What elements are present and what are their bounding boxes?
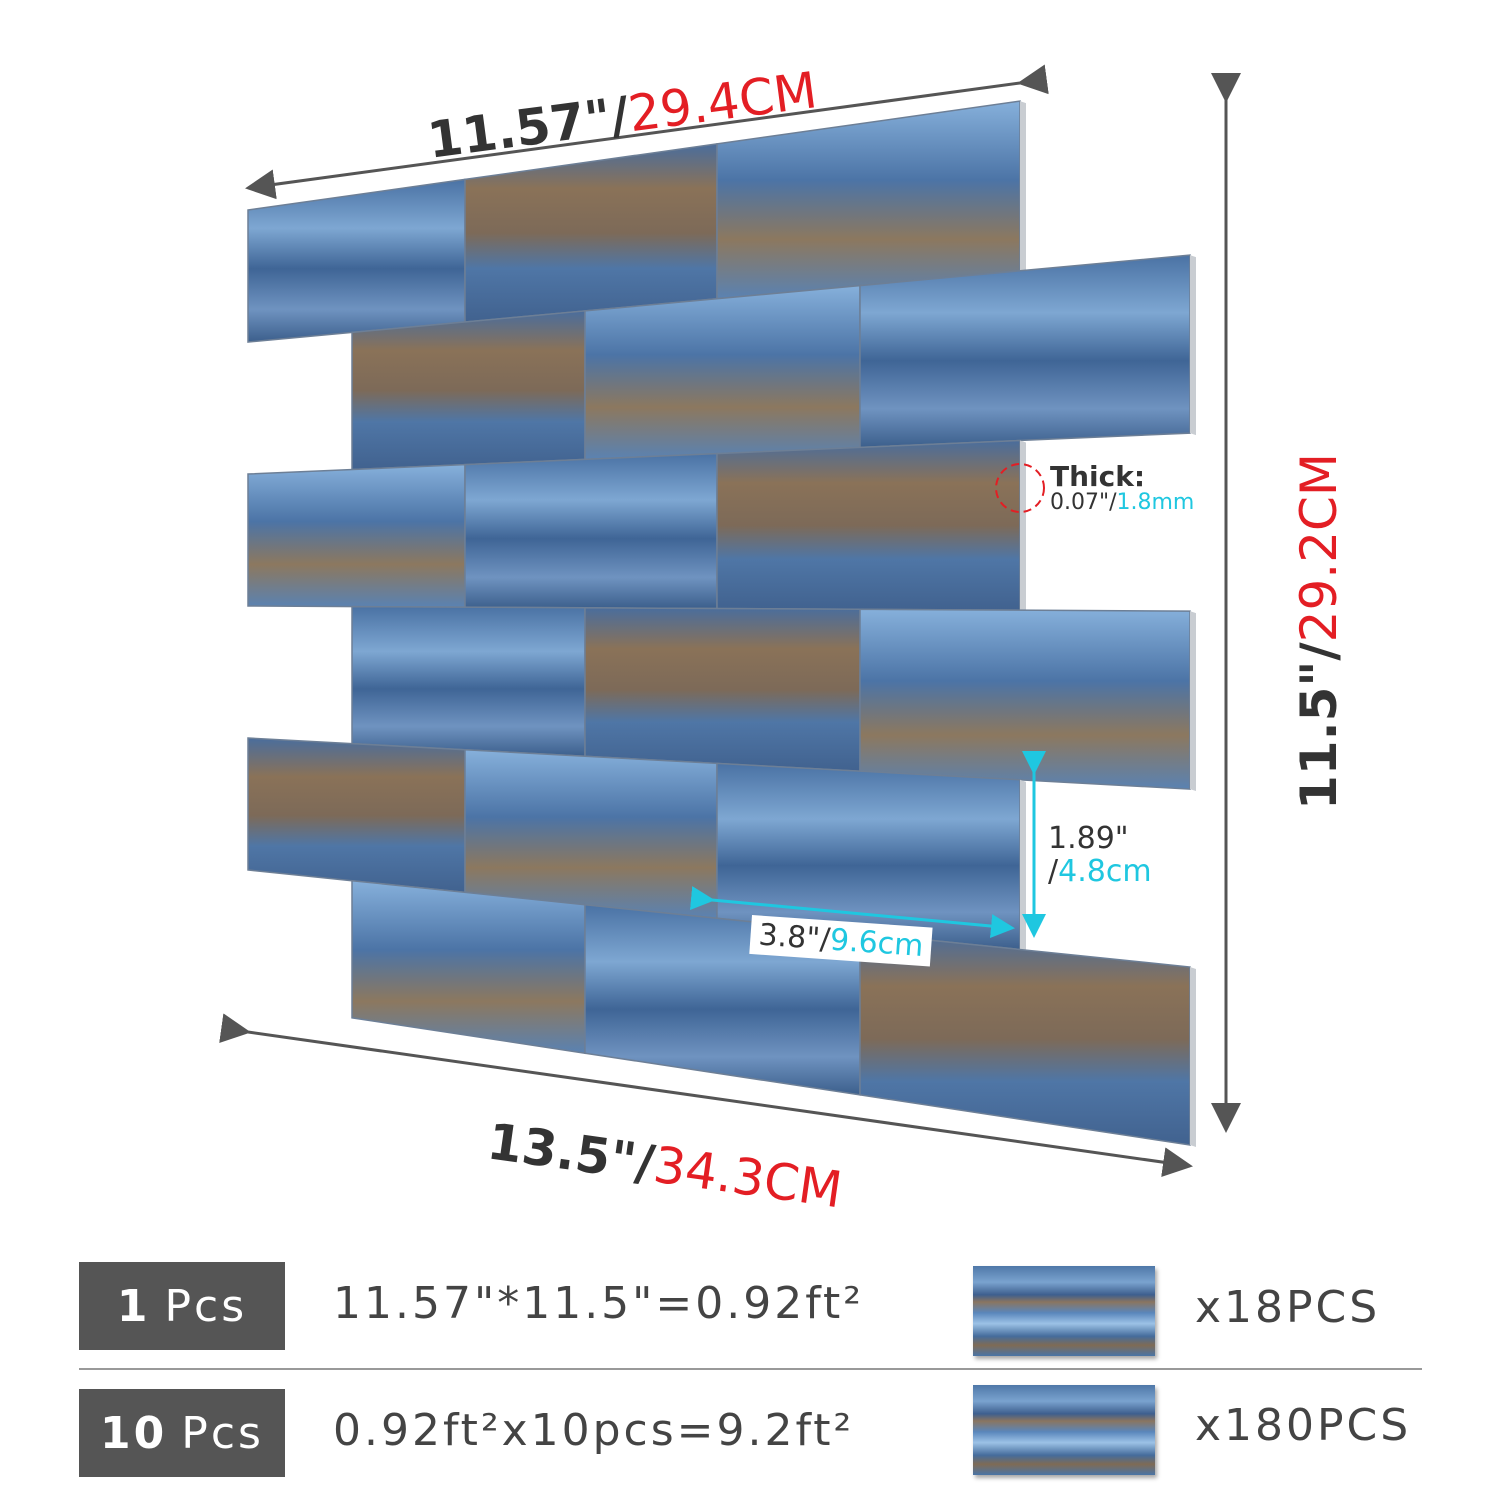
- thickness-title: Thick:: [1050, 460, 1146, 493]
- thickness-inches: 0.07"/: [1050, 490, 1117, 516]
- panel-edge: [1020, 779, 1026, 952]
- thickness-marker-circle: [995, 463, 1045, 513]
- panel-tile: [716, 439, 1021, 611]
- tile-thumbnail: [973, 1266, 1155, 1356]
- panel-edge: [1020, 440, 1026, 613]
- tile-height-cm: 4.8cm: [1058, 854, 1152, 889]
- tile-width-inches: 3.8"/: [757, 917, 832, 958]
- panel-edge: [1190, 967, 1196, 1147]
- package-10-count: x180PCS: [1195, 1400, 1412, 1451]
- tile-height-label: 1.89" /4.8cm: [1048, 822, 1152, 888]
- panel-tile: [716, 100, 1021, 300]
- top-width-arrow: [245, 64, 1049, 200]
- panel-tile: [464, 143, 718, 323]
- tile-width-arrow: [689, 886, 1015, 938]
- panel-tile: [247, 463, 466, 608]
- divider: [79, 1368, 1422, 1370]
- panel-tile: [584, 607, 861, 772]
- panel-tile: [351, 605, 586, 758]
- height-inches: 11.5"/: [1290, 642, 1348, 810]
- package-unit: Pcs: [181, 1407, 264, 1459]
- package-1-count: x18PCS: [1195, 1282, 1381, 1333]
- package-1-formula: 11.57"*11.5"=0.92ft²: [333, 1278, 864, 1329]
- package-1-qty-box: 1 Pcs: [79, 1262, 285, 1350]
- tile-height-slash: /: [1048, 854, 1059, 889]
- package-10-qty-box: 10 Pcs: [79, 1389, 285, 1477]
- panel-tile: [247, 737, 466, 894]
- panel-edge: [1020, 101, 1026, 273]
- height-cm: 29.2CM: [1290, 452, 1348, 643]
- package-qty: 10: [100, 1407, 168, 1459]
- panel-edge: [1190, 255, 1196, 436]
- panel-tile: [464, 452, 718, 610]
- panel-tile: [247, 178, 466, 343]
- height-label: 11.5"/29.2CM: [1290, 453, 1348, 810]
- tile-width-cm: 9.6cm: [828, 922, 925, 964]
- thickness-mm: 1.8mm: [1116, 490, 1195, 516]
- package-10-formula: 0.92ft²x10pcs=9.2ft²: [333, 1405, 855, 1456]
- thickness-label: Thick: 0.07"/1.8mm: [1050, 460, 1195, 516]
- bottom-width-arrow: [219, 1013, 1193, 1178]
- panel-tile: [351, 310, 586, 471]
- tile-thumbnail: [973, 1385, 1155, 1475]
- package-qty: 1: [116, 1280, 151, 1332]
- panel-tile: [351, 879, 586, 1055]
- package-unit: Pcs: [164, 1280, 248, 1332]
- panel-tile: [859, 608, 1191, 790]
- tile-height-inches: 1.89": [1048, 821, 1129, 856]
- panel-tile: [859, 254, 1191, 449]
- panel-tile: [464, 749, 718, 920]
- panel-edge: [1190, 611, 1196, 792]
- panel-tile: [584, 284, 861, 461]
- tile-panel-illustration: [219, 64, 1241, 1178]
